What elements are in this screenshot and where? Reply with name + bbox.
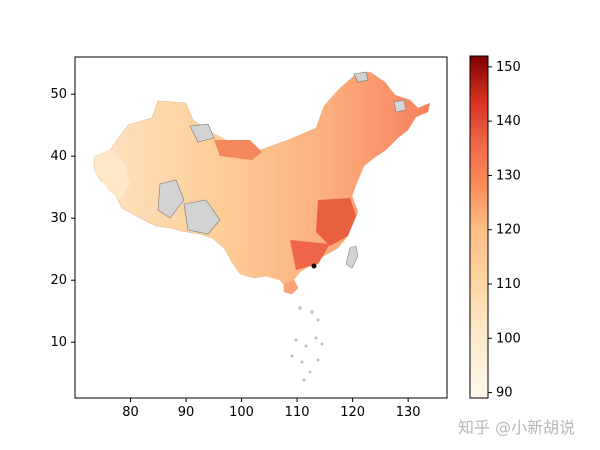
hainan-region [283, 279, 299, 295]
x-tick-label: 80 [122, 405, 139, 420]
northwest-dark-band [214, 140, 262, 160]
x-tick-label: 120 [340, 405, 365, 420]
colorbar-ticks: 90 100 110 120 130 140 150 [488, 60, 521, 401]
max-value-point [311, 263, 317, 269]
nodata-region-northeast [353, 71, 369, 83]
y-tick-label: 50 [50, 87, 67, 102]
taiwan-region [345, 245, 359, 269]
east-coast-dark [316, 198, 356, 246]
colorbar: 90 100 110 120 130 140 150 [469, 55, 521, 401]
plot-frame [74, 56, 448, 399]
colorbar-tick-label: 110 [496, 277, 521, 292]
colorbar-tick-label: 100 [496, 331, 521, 346]
colorbar-tick-label: 120 [496, 223, 521, 238]
nodata-region-north [189, 123, 215, 143]
y-tick-label: 40 [50, 149, 67, 164]
colorbar-tick-label: 130 [496, 168, 521, 183]
colorbar-tick-label: 150 [496, 60, 521, 75]
nodata-region-heilongjiang [393, 99, 407, 113]
y-axis: 10 20 30 40 50 [50, 87, 75, 350]
colorbar-tick-label: 140 [496, 114, 521, 129]
x-axis: 80 90 100 110 120 130 [122, 398, 421, 420]
south-coast-dark [290, 240, 330, 270]
colorbar-gradient [469, 55, 489, 399]
x-tick-label: 100 [229, 405, 254, 420]
map-regions [93, 71, 431, 382]
south-sea-islands [290, 306, 324, 382]
y-tick-label: 20 [50, 273, 67, 288]
x-tick-label: 90 [178, 405, 195, 420]
watermark: 知乎 @小新胡说 [458, 418, 576, 437]
x-tick-label: 110 [285, 405, 310, 420]
colorbar-tick-label: 90 [496, 386, 513, 401]
y-tick-label: 30 [50, 211, 67, 226]
y-tick-label: 10 [50, 335, 67, 350]
nodata-region-tibet [183, 199, 221, 235]
x-tick-label: 130 [396, 405, 421, 420]
nodata-region-west [157, 179, 185, 219]
western-light-area [94, 150, 130, 200]
map-axes: 80 90 100 110 120 130 10 20 30 40 50 [50, 56, 448, 420]
